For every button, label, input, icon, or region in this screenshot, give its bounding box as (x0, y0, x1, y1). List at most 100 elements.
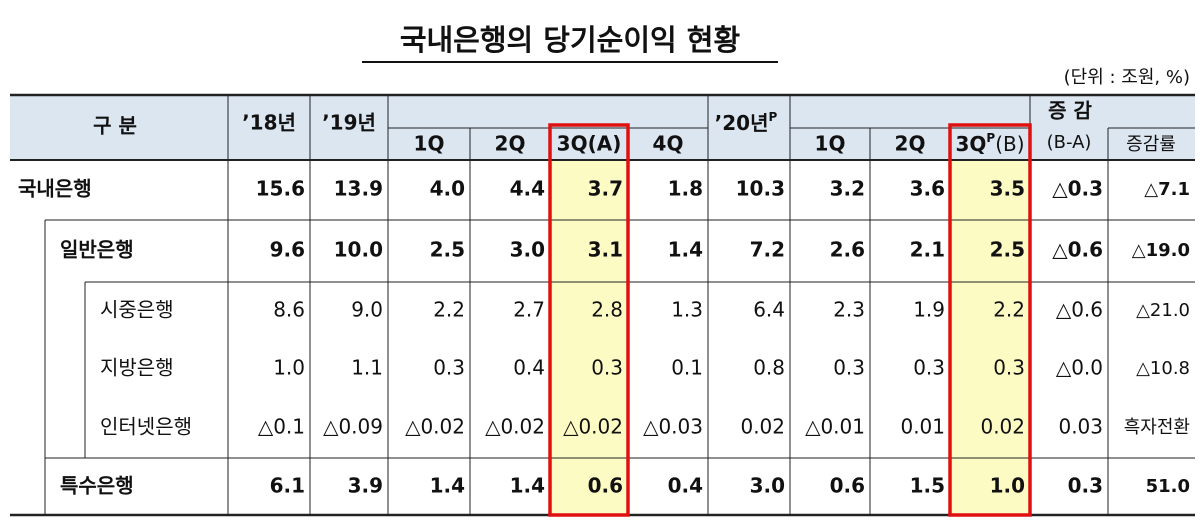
cell: 3.5 (990, 177, 1025, 201)
column-header: (B-A) (1047, 132, 1092, 153)
column-header: ’18년 (242, 111, 296, 135)
cell: 3.2 (830, 177, 865, 201)
cell: 1.0 (990, 474, 1025, 498)
cell: 2.5 (430, 238, 465, 262)
row-label: 지방은행 (100, 356, 174, 380)
column-header: 증감률 (1126, 134, 1176, 155)
cell: 0.3 (833, 356, 865, 380)
cell: 8.6 (273, 298, 305, 322)
row-label: 시중은행 (100, 298, 174, 322)
column-header: 1Q (815, 132, 846, 156)
cell: △7.1 (1144, 179, 1190, 200)
cell: △19.0 (1132, 240, 1190, 261)
cell: 3.0 (750, 474, 785, 498)
cell: 1.5 (910, 474, 945, 498)
cell: 1.9 (913, 298, 945, 322)
cell: 1.4 (510, 474, 545, 498)
cell: 0.03 (1058, 415, 1103, 439)
cell: △0.3 (1052, 177, 1103, 201)
cell: △0.6 (1056, 298, 1103, 322)
cell: 4.4 (510, 177, 545, 201)
cell: 2.6 (830, 238, 865, 262)
cell: △0.0 (1056, 356, 1103, 380)
column-header: 구 분 (93, 114, 137, 138)
highlight-box (948, 123, 1032, 517)
cell: 0.4 (668, 474, 703, 498)
column-header-text: 3Q (955, 132, 986, 156)
cell: 2.7 (513, 298, 545, 322)
column-header: 4Q (653, 132, 684, 156)
cell: △0.03 (643, 415, 703, 439)
column-header-text: (B) (995, 132, 1024, 156)
column-header: 2Q (895, 132, 926, 156)
cell: △0.01 (805, 415, 865, 439)
cell: 2.1 (910, 238, 945, 262)
highlight (950, 160, 1030, 515)
cell: 15.6 (256, 177, 305, 201)
column-header: ’20년P (715, 110, 778, 135)
column-header-text: ’20년 (715, 111, 769, 135)
cell: 0.02 (980, 415, 1025, 439)
cell: △0.6 (1052, 238, 1103, 262)
cell: 1.0 (273, 356, 305, 380)
cell: 51.0 (1146, 476, 1190, 497)
title: 국내은행의 당기순이익 현황 (400, 23, 741, 57)
cell: 1.4 (668, 238, 703, 262)
cell: 10.0 (334, 238, 383, 262)
cell: △0.02 (405, 415, 465, 439)
cell: 0.4 (513, 356, 545, 380)
cell: 6.1 (270, 474, 305, 498)
row-label: 국내은행 (18, 177, 92, 201)
cell: 0.3 (591, 356, 623, 380)
column-header: 증 감 (1048, 99, 1092, 123)
cell: △0.1 (258, 415, 305, 439)
cell: 흑자전환 (1124, 417, 1190, 438)
cell: 2.3 (833, 298, 865, 322)
cell: 1.8 (668, 177, 703, 201)
cell: 2.5 (990, 238, 1025, 262)
superscript: P (769, 110, 778, 124)
cell: 0.01 (900, 415, 945, 439)
cell: 7.2 (750, 238, 785, 262)
cell: 1.1 (351, 356, 383, 380)
column-header: 3QP(B) (955, 131, 1024, 156)
cell: 3.9 (348, 474, 383, 498)
cell: 0.8 (753, 356, 785, 380)
cell: △21.0 (1136, 300, 1190, 321)
highlight (550, 160, 628, 515)
cell: 9.0 (351, 298, 383, 322)
cell: 9.6 (270, 238, 305, 262)
cell: 0.3 (433, 356, 465, 380)
row-label: 인터넷은행 (100, 415, 192, 439)
cell: 2.2 (433, 298, 465, 322)
cell: △0.02 (485, 415, 545, 439)
highlight-box (548, 123, 630, 517)
cell: 1.4 (430, 474, 465, 498)
cell: 0.6 (830, 474, 865, 498)
cell: 0.3 (993, 356, 1025, 380)
cell: 2.2 (993, 298, 1025, 322)
cell: △10.8 (1136, 358, 1190, 379)
row-label: 일반은행 (60, 238, 134, 262)
cell: 4.0 (430, 177, 465, 201)
cell: 3.1 (588, 238, 623, 262)
cell: 0.3 (1068, 474, 1103, 498)
cell: 3.7 (588, 177, 623, 201)
cell: 2.8 (591, 298, 623, 322)
cell: 0.6 (588, 474, 623, 498)
superscript: P (986, 131, 995, 145)
cell: 3.6 (910, 177, 945, 201)
cell: 13.9 (334, 177, 383, 201)
row-label: 특수은행 (60, 474, 134, 498)
cell: 3.0 (510, 238, 545, 262)
cell: 0.3 (913, 356, 945, 380)
cell: △0.02 (563, 415, 623, 439)
cell: △0.09 (323, 415, 383, 439)
column-header: ’19년 (322, 111, 376, 135)
column-header: 2Q (495, 132, 526, 156)
column-header: 1Q (414, 132, 445, 156)
cell: 1.3 (671, 298, 703, 322)
cell: 6.4 (753, 298, 785, 322)
unit: (단위 : 조원, %) (1064, 67, 1190, 88)
